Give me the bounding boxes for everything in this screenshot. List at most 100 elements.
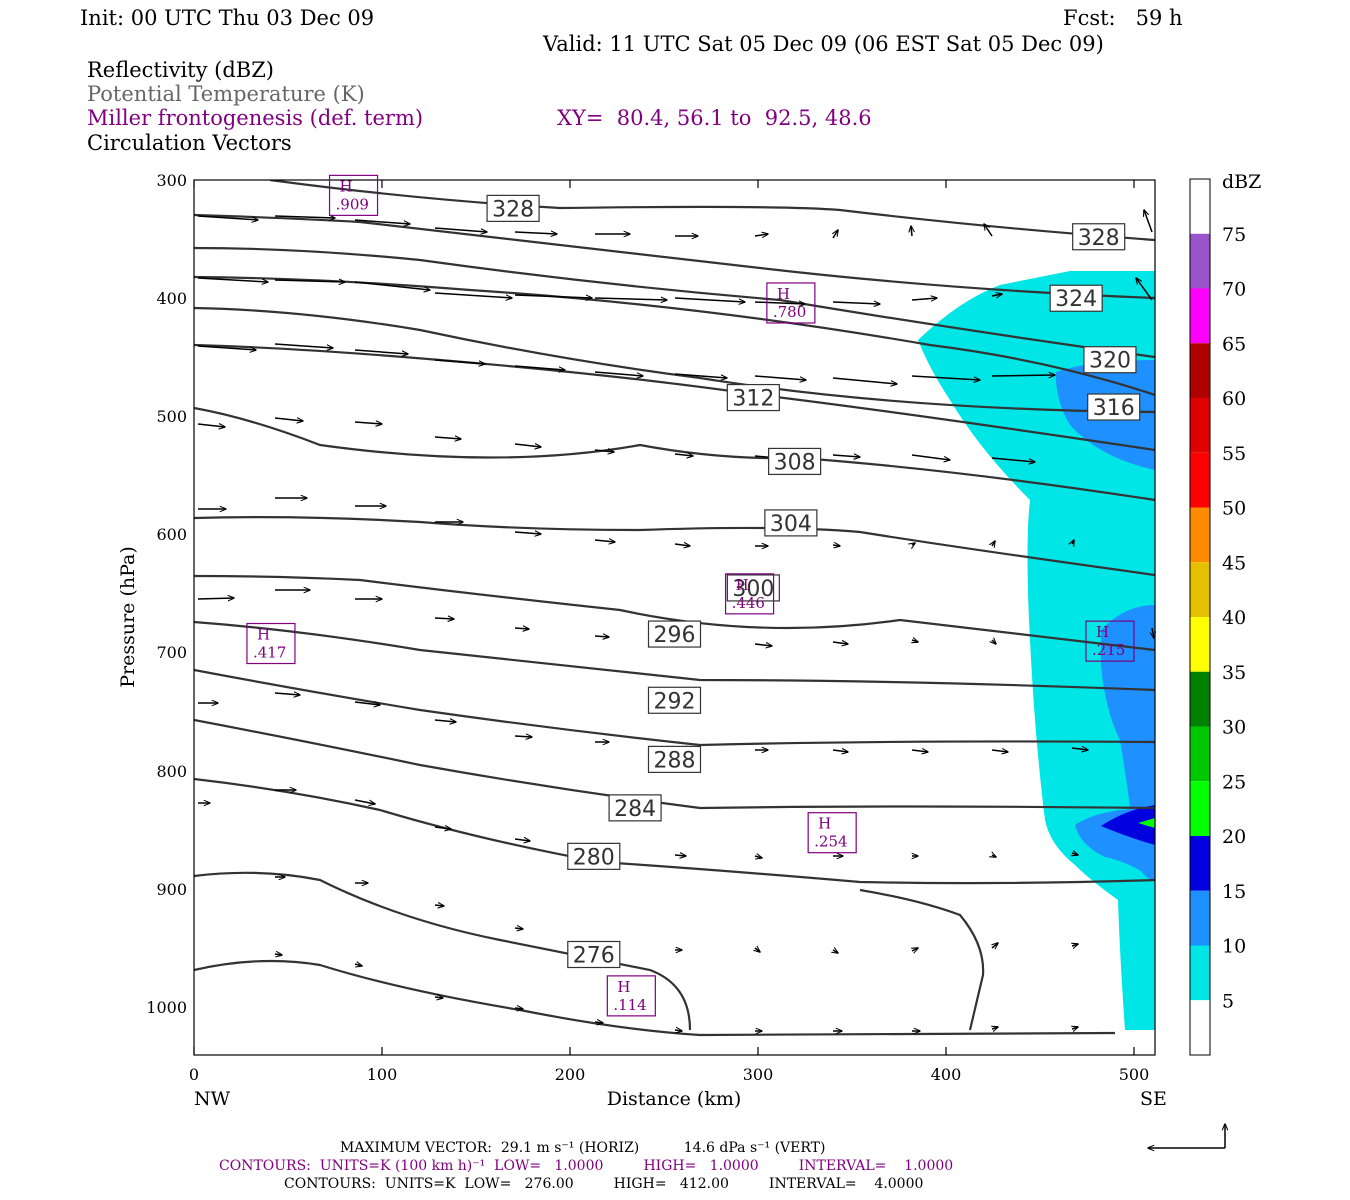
theta-contour-info: CONTOURS: UNITS=K LOW= 276.00 HIGH= 412.…	[284, 1176, 924, 1192]
theta-contours	[194, 180, 1155, 1037]
contour-label-text: 304	[770, 512, 812, 537]
colorbar-label: 35	[1222, 662, 1246, 684]
frontogenesis-max-value: .417	[253, 644, 286, 662]
colorbar-segment	[1190, 890, 1210, 946]
x-tick-label: 200	[555, 1065, 586, 1084]
theta-320-contour	[194, 246, 1155, 359]
circulation-vectors	[197, 210, 1154, 1031]
frontogenesis-max-value: .446	[732, 594, 765, 612]
contour-label-box	[1083, 346, 1137, 374]
reflectivity-20dbz	[1138, 818, 1155, 828]
colorbar-segment	[1190, 343, 1210, 398]
colorbar-label: 50	[1222, 498, 1246, 520]
theta-contour-label: 280	[567, 842, 621, 870]
contour-label-box	[1049, 284, 1103, 312]
theta-contour-label: 328	[1072, 223, 1126, 251]
theta-contour-label: 328	[486, 194, 540, 222]
colorbar-label: 45	[1222, 552, 1246, 574]
colorbar-segment	[1190, 781, 1210, 836]
frontogenesis-max-value: .909	[336, 195, 369, 213]
contour-label-box	[486, 194, 540, 222]
frontogenesis-max-value: .254	[814, 833, 847, 851]
contour-label-text: 300	[732, 577, 774, 602]
frontogenesis-max-value: .114	[613, 996, 646, 1014]
frontogenesis-max-box	[766, 282, 816, 324]
colorbar-label: 5	[1222, 990, 1234, 1012]
frontogenesis-max: H.254	[807, 812, 857, 854]
contour-label-text: 328	[1078, 226, 1120, 251]
colorbar-segment	[1190, 452, 1210, 508]
theta-contour-label: 320	[1083, 346, 1137, 374]
y-tick-label: 400	[156, 289, 187, 308]
x-end-label-nw: NW	[194, 1088, 231, 1110]
colorbar-label: 70	[1222, 279, 1246, 301]
colorbar-segment	[1190, 398, 1210, 453]
theta-contour-label: 284	[608, 794, 662, 822]
contour-label-box	[647, 620, 702, 648]
colorbar-label: 65	[1222, 333, 1246, 355]
y-tick-label: 500	[156, 407, 187, 426]
frontogenesis-max-box	[606, 975, 656, 1017]
frontogenesis-max: H.780	[766, 282, 816, 324]
frontogenesis-contour-info: CONTOURS: UNITS=K (100 km h)⁻¹ LOW= 1.00…	[219, 1158, 954, 1174]
theta-296-contour	[194, 620, 1155, 692]
colorbar-segment	[1190, 726, 1210, 782]
frontogenesis-max-value: .215	[1092, 641, 1125, 659]
x-tick-label: 0	[189, 1065, 199, 1084]
colorbar-label: 55	[1222, 443, 1246, 465]
theta-324-contour	[194, 213, 1155, 300]
theta-284-contour	[194, 777, 1155, 885]
colorbar-label: 60	[1222, 388, 1246, 410]
theta-contour-label: 312	[726, 383, 780, 412]
frontogenesis-max-box	[807, 812, 857, 854]
init-time: Init: 00 UTC Thu 03 Dec 09	[80, 6, 375, 30]
contour-label-text: 308	[774, 450, 816, 475]
contour-label-text: 276	[573, 943, 615, 968]
contour-label-text: 296	[654, 623, 696, 648]
x-tick-label: 500	[1119, 1065, 1150, 1084]
contour-label-text: 280	[573, 845, 615, 870]
colorbar-segment	[1190, 836, 1210, 891]
contour-label-box	[567, 940, 621, 969]
colorbar-segment	[1190, 507, 1210, 563]
frontogenesis-max: H.215	[1085, 620, 1135, 662]
colorbar-segment	[1190, 617, 1210, 672]
frontogenesis-max-label: H	[617, 978, 630, 996]
colorbar-segment	[1190, 945, 1210, 1001]
x-tick-label: 400	[931, 1065, 962, 1084]
reflectivity-15dbz	[1101, 805, 1155, 845]
colorbar-label: 25	[1222, 771, 1246, 793]
theta-contour-label: 296	[647, 620, 702, 648]
frontogenesis-max-label: H	[777, 285, 790, 303]
contour-label-box	[1087, 393, 1141, 421]
theta-label-layer: 328 328 324 320 316 312 308 304 300 296 292 288 284 2…	[486, 194, 1141, 969]
colorbar-label: 10	[1222, 936, 1246, 958]
theta-contour-label: 316	[1087, 393, 1141, 421]
frontogenesis-max-label: H	[257, 626, 270, 644]
contour-label-text: 288	[654, 748, 696, 773]
field-reflectivity: Reflectivity (dBZ)	[87, 58, 275, 82]
colorbar-label: 15	[1222, 881, 1246, 903]
contour-label-box	[1072, 223, 1126, 251]
theta-312-contour	[194, 306, 1155, 414]
theta-contour-label: 300	[726, 574, 780, 602]
colorbar-label: 30	[1222, 717, 1246, 739]
reference-vector-icon	[1148, 1124, 1225, 1148]
frontogenesis-max: H.114	[606, 975, 656, 1017]
contour-label-box	[608, 794, 662, 822]
colorbar-label: 40	[1222, 607, 1246, 629]
frontogenesis-max-label: H	[818, 815, 831, 833]
contour-label-box	[726, 574, 780, 602]
colorbar-segment	[1190, 1000, 1210, 1055]
contour-label-box	[764, 509, 818, 537]
colorbar-segment	[1190, 562, 1210, 617]
contour-label-text: 324	[1055, 287, 1097, 312]
frontogenesis-max-box	[1085, 620, 1135, 662]
contour-label-box	[726, 383, 780, 412]
x-end-label-se: SE	[1140, 1088, 1167, 1110]
field-frontogenesis: Miller frontogenesis (def. term)	[87, 106, 424, 130]
contour-label-text: 328	[492, 197, 534, 222]
frontogenesis-max: H.909	[328, 174, 379, 216]
theta-contour-label: 292	[647, 686, 702, 714]
